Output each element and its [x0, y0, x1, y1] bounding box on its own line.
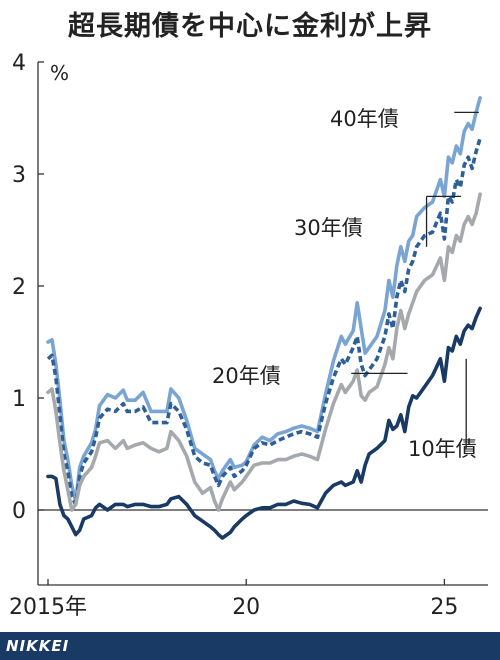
tick-labels: 0 1 2 3 4 % 2015年 20 25: [9, 51, 458, 620]
y-tick-label: 1: [12, 387, 26, 412]
series-line-s20: [46, 192, 482, 512]
brand-logo: NIKKEI: [6, 637, 70, 655]
series-label-s20: 20年債: [212, 364, 281, 388]
series-label-s40: 40年債: [330, 107, 399, 131]
axes: [37, 61, 488, 586]
x-tick-label: 25: [430, 595, 458, 620]
y-tick-label: 0: [12, 499, 26, 524]
x-tick-label: 2015年: [9, 595, 87, 620]
series-labels: 40年債 30年債 20年債 10年債: [212, 107, 479, 461]
y-tick-label: 3: [12, 163, 26, 188]
footer-bar: NIKKEI: [0, 632, 500, 660]
series-line-s30: [46, 137, 482, 507]
series-label-s10: 10年債: [408, 437, 477, 461]
chart-title: 超長期債を中心に金利が上昇: [68, 11, 432, 42]
series-label-s30: 30年債: [294, 216, 363, 240]
series-line-s10: [46, 306, 482, 540]
y-tick-label: 2: [12, 275, 26, 300]
x-tick-label: 20: [232, 595, 260, 620]
y-tick-label: 4: [12, 51, 26, 76]
series-line-s40: [46, 96, 482, 503]
y-axis-unit: %: [50, 61, 69, 85]
series-lines: [46, 96, 482, 540]
